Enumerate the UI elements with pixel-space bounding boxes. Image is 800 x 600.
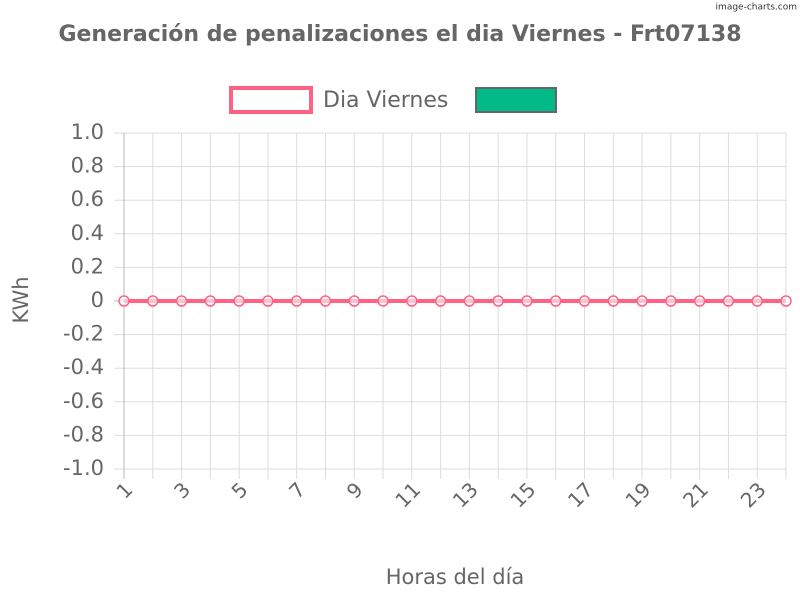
y-tick-label: -0.6 (63, 389, 104, 413)
y-tick-label: 0.2 (71, 254, 104, 278)
x-tick-label: 3 (169, 477, 195, 503)
data-point (463, 295, 476, 307)
x-tick-label: 17 (563, 477, 598, 512)
x-tick-label: 1 (111, 477, 137, 503)
y-tick-label: -0.8 (63, 422, 104, 446)
y-tick-label: -1.0 (63, 456, 104, 480)
data-point (175, 295, 188, 307)
x-tick-label: 15 (505, 477, 540, 512)
data-point (521, 295, 533, 307)
data-point (492, 295, 504, 307)
data-point (607, 295, 620, 307)
data-point (434, 295, 447, 307)
data-point (118, 295, 130, 307)
data-point (693, 295, 706, 307)
x-tick-label: 19 (621, 477, 656, 512)
data-point (204, 295, 217, 307)
y-tick-label: -0.4 (63, 355, 104, 379)
data-point (233, 295, 245, 307)
x-tick-label: 13 (448, 477, 483, 512)
x-axis-title: Horas del día (386, 565, 525, 589)
data-point (665, 295, 677, 307)
data-point (549, 295, 562, 307)
y-tick-label: 0.8 (71, 154, 104, 178)
data-point (290, 295, 303, 307)
y-tick-label: 1.0 (71, 120, 104, 144)
data-point (636, 295, 648, 307)
x-tick-label: 23 (736, 477, 771, 512)
data-point (319, 295, 332, 307)
data-point (147, 295, 159, 307)
legend-swatch (475, 87, 557, 113)
data-point (348, 295, 361, 307)
x-tick-label: 7 (284, 477, 310, 503)
y-tick-label: 0.4 (71, 221, 104, 245)
x-tick-label: 21 (678, 477, 713, 512)
chart-title: Generación de penalizaciones el dia Vier… (58, 22, 741, 47)
y-tick-label: 0 (91, 288, 104, 312)
data-point (751, 295, 763, 307)
data-point (262, 295, 274, 307)
y-tick-label: -0.2 (63, 322, 104, 346)
legend-swatch (229, 86, 313, 114)
y-tick-label: 0.6 (71, 187, 104, 211)
data-point (406, 295, 418, 307)
legend-label: Dia Viernes (323, 88, 448, 113)
data-point (377, 295, 389, 307)
watermark: image-charts.com (716, 3, 797, 13)
data-point (722, 295, 735, 307)
x-tick-label: 11 (390, 477, 425, 512)
y-axis-title: KWh (9, 276, 33, 323)
x-tick-label: 5 (227, 477, 253, 503)
x-tick-label: 9 (342, 477, 368, 503)
data-point (578, 295, 591, 307)
data-point (780, 295, 792, 307)
